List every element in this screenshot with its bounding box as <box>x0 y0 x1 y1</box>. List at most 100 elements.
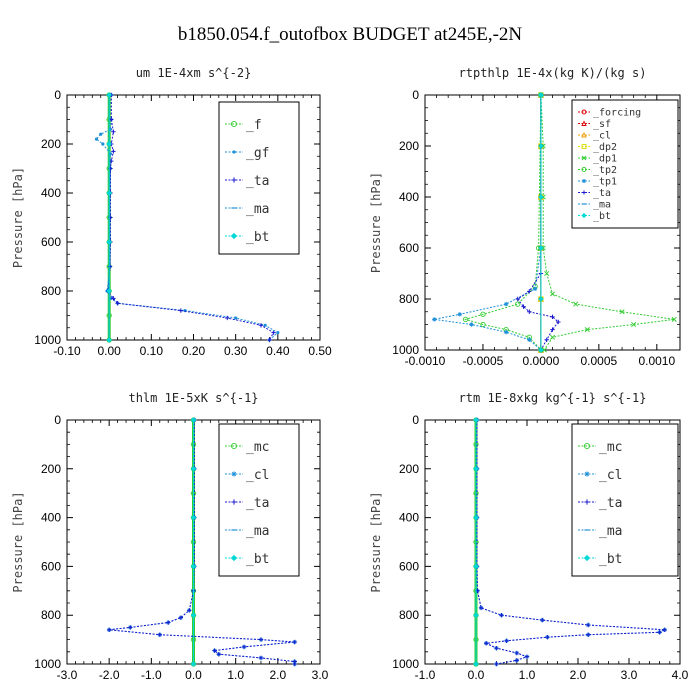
data-point <box>503 329 509 335</box>
series-ta <box>515 92 561 353</box>
data-point <box>503 301 509 307</box>
data-point <box>216 652 221 657</box>
x-tick-label: 0.30 <box>224 344 248 358</box>
legend-label: _dp1 <box>593 154 617 165</box>
data-point <box>515 296 520 302</box>
series-bt <box>106 92 112 343</box>
x-tick-label: 0.0005 <box>581 354 618 368</box>
y-tick-label: 800 <box>41 608 61 622</box>
data-point <box>292 639 297 645</box>
legend-label: _ta <box>593 188 611 199</box>
chart-panel-2: rtpthlp 1E-4x(kg K)/(kg s) Pressure [hPa]… <box>369 66 681 368</box>
data-point <box>550 327 555 332</box>
series-tp2 <box>462 92 544 353</box>
y-tick-label: 400 <box>41 511 61 525</box>
data-point <box>631 321 637 328</box>
data-point <box>532 286 538 291</box>
data-point <box>499 613 504 618</box>
data-point <box>190 417 197 423</box>
y-tick-label: 0 <box>412 88 419 102</box>
y-axis-label: Pressure [hPa] <box>11 167 25 268</box>
data-point <box>527 289 532 294</box>
data-point <box>514 658 519 663</box>
data-point <box>573 301 579 307</box>
data-point <box>94 137 99 141</box>
y-tick-label: 600 <box>41 235 61 249</box>
data-point <box>106 627 112 633</box>
data-point <box>473 514 479 521</box>
data-point <box>157 632 162 637</box>
x-tick-label: 3.0 <box>621 668 638 682</box>
data-point <box>549 291 556 297</box>
data-point <box>457 312 462 317</box>
data-point <box>212 648 217 653</box>
series-line <box>463 94 542 351</box>
legend-label: _ta <box>599 496 622 511</box>
data-point <box>258 323 264 328</box>
data-point <box>473 563 479 570</box>
data-point <box>241 644 247 650</box>
data-point <box>276 331 280 335</box>
data-point <box>258 655 264 661</box>
legend: _mc _cl _ta _ma _bt <box>571 423 679 577</box>
data-point <box>586 632 591 637</box>
data-point <box>538 347 544 353</box>
legend-entry: _mc <box>225 440 269 455</box>
data-point <box>473 661 479 667</box>
data-point <box>544 337 549 342</box>
data-point <box>271 330 276 335</box>
data-point <box>586 622 591 628</box>
data-point <box>544 270 550 277</box>
data-point <box>106 141 112 147</box>
data-point <box>538 143 544 149</box>
x-tick-label: 2.0 <box>269 668 286 682</box>
data-point <box>128 625 133 630</box>
data-point <box>234 316 238 320</box>
data-point <box>101 142 105 146</box>
legend: _f _gf _ta _ma _bt <box>218 101 300 255</box>
y-tick-label: 400 <box>399 190 419 204</box>
legend-box <box>571 423 679 577</box>
data-point <box>190 514 197 521</box>
y-tick-label: 1000 <box>34 333 61 347</box>
data-point <box>527 309 532 314</box>
panel-title: um 1E-4xm s^{-2} <box>136 66 252 80</box>
legend-entry: _ma <box>225 202 269 217</box>
data-point <box>540 617 545 623</box>
data-point <box>106 190 112 196</box>
x-tick-label: 0.0000 <box>523 354 560 368</box>
y-tick-label: 400 <box>399 511 419 525</box>
x-tick-label: 0.00 <box>97 344 121 358</box>
legend-entry: _bt <box>578 211 611 222</box>
x-tick-label: -1.0 <box>141 668 162 682</box>
series-tp1 <box>432 92 544 353</box>
data-point <box>538 194 544 200</box>
data-point <box>106 288 112 294</box>
x-tick-label: 0.40 <box>266 344 290 358</box>
chart-panel-4: rtm 1E-8xkg kg^{-1} s^{-1} Pressure [hPa]… <box>369 391 689 682</box>
data-point <box>432 317 437 322</box>
data-point <box>550 314 555 320</box>
legend-label: _dp2 <box>593 142 617 153</box>
x-tick-label: 4.0 <box>672 668 689 682</box>
legend-entry: _ta <box>578 188 611 199</box>
data-point <box>662 627 667 633</box>
data-point <box>515 301 521 307</box>
data-point <box>480 321 486 328</box>
legend-label: _mc <box>246 440 269 455</box>
data-point <box>478 605 484 611</box>
legend-entry: _mc <box>578 440 622 455</box>
data-point <box>190 661 197 667</box>
legend-entry: _ma <box>578 524 622 539</box>
legend-label: _forcing <box>593 108 641 119</box>
x-tick-label: 0.50 <box>308 344 332 358</box>
data-point <box>109 117 114 122</box>
y-tick-label: 600 <box>41 559 61 573</box>
legend-label: _cl <box>593 131 611 142</box>
legend-entry: _bt <box>578 552 622 567</box>
data-point <box>111 149 116 154</box>
legend-label: _bt <box>246 552 269 567</box>
x-tick-label: 0.10 <box>140 344 164 358</box>
legend-entry: _bt <box>225 230 269 245</box>
series-bt <box>473 417 479 667</box>
